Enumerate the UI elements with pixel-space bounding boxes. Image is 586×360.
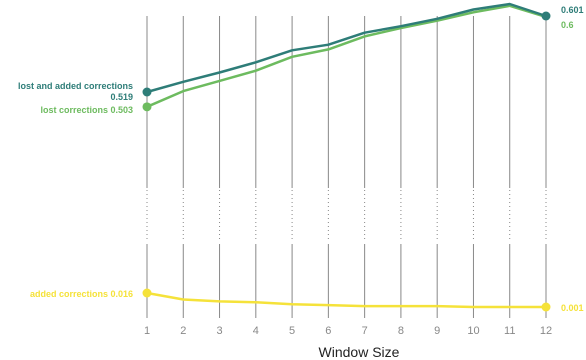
x-tick-label: 2 (180, 325, 186, 337)
end-value-added: 0.001 (561, 303, 584, 313)
x-tick-label: 12 (540, 325, 552, 337)
x-tick-label: 6 (325, 325, 331, 337)
x-axis-title: Window Size (319, 344, 400, 360)
end-value-lost-and-added: 0.601 (561, 5, 584, 15)
series-endpoint (142, 288, 152, 298)
series-points (142, 11, 551, 312)
series-endpoint (142, 87, 152, 97)
series-start-value-lost-and-added: 0.519 (110, 92, 133, 102)
series-line (146, 2, 547, 94)
x-tick-label: 8 (398, 325, 404, 337)
series-label-lost-and-added: lost and added corrections (18, 81, 133, 91)
grid-lines (146, 16, 547, 318)
x-tick-label: 3 (216, 325, 222, 337)
x-tick-label: 4 (253, 325, 259, 337)
x-tick-label: 1 (144, 325, 150, 337)
series-endpoint (541, 302, 551, 312)
series-endpoint (142, 102, 152, 112)
series-lines (146, 2, 547, 309)
x-tick-labels: 1 2 3 4 5 6 7 8 9 10 11 12 (144, 325, 552, 337)
series-line (146, 291, 546, 309)
series-endpoint (541, 11, 551, 21)
x-tick-label: 5 (289, 325, 295, 337)
x-tick-label: 10 (467, 325, 479, 337)
x-tick-label: 11 (504, 325, 515, 337)
series-label-lost: lost corrections 0.503 (40, 105, 133, 115)
series-label-added: added corrections 0.016 (30, 289, 133, 299)
x-tick-label: 7 (362, 325, 368, 337)
x-tick-label: 9 (434, 325, 440, 337)
series-line (146, 4, 547, 108)
end-value-lost: 0.6 (561, 20, 574, 30)
